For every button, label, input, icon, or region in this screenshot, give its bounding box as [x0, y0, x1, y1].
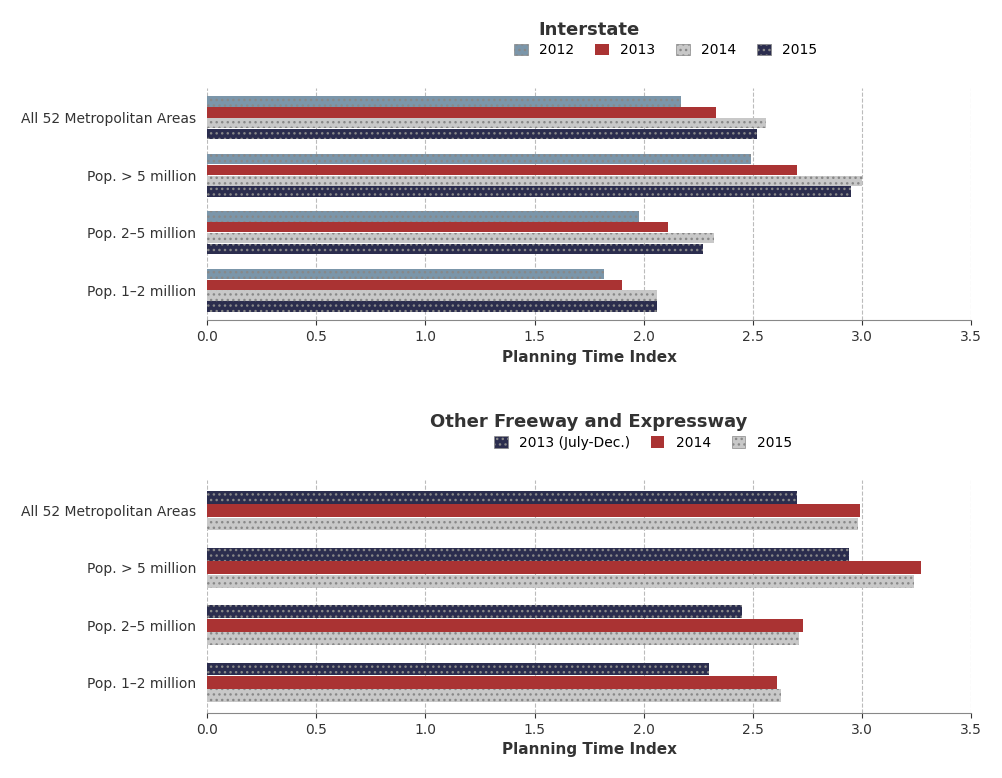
Bar — [206, 633, 798, 645]
Bar — [206, 517, 857, 531]
Bar — [206, 663, 708, 675]
Bar — [206, 212, 638, 222]
Bar — [206, 165, 796, 175]
Bar — [206, 96, 680, 107]
Bar — [206, 605, 741, 619]
Bar — [206, 504, 859, 517]
Bar — [206, 233, 712, 244]
Title: Interstate: Interstate — [538, 21, 639, 39]
Bar — [206, 129, 757, 139]
X-axis label: Planning Time Index: Planning Time Index — [501, 349, 676, 365]
Bar — [206, 187, 851, 197]
Bar — [206, 268, 604, 279]
Bar — [206, 562, 920, 574]
Bar — [206, 154, 749, 164]
Title: Other Freeway and Expressway: Other Freeway and Expressway — [430, 413, 747, 431]
Bar — [206, 548, 848, 561]
Legend: 2012, 2013, 2014, 2015: 2012, 2013, 2014, 2015 — [514, 44, 817, 58]
Bar — [206, 290, 656, 301]
Bar — [206, 279, 621, 290]
Bar — [206, 676, 777, 689]
Bar — [206, 689, 781, 703]
Bar — [206, 107, 715, 117]
Legend: 2013 (July-Dec.), 2014, 2015: 2013 (July-Dec.), 2014, 2015 — [493, 436, 791, 450]
Bar — [206, 491, 796, 503]
Bar — [206, 301, 656, 312]
Bar — [206, 176, 861, 186]
Bar — [206, 619, 803, 632]
X-axis label: Planning Time Index: Planning Time Index — [501, 742, 676, 757]
Bar — [206, 223, 667, 233]
Bar — [206, 244, 702, 254]
Bar — [206, 575, 914, 587]
Bar — [206, 118, 766, 128]
